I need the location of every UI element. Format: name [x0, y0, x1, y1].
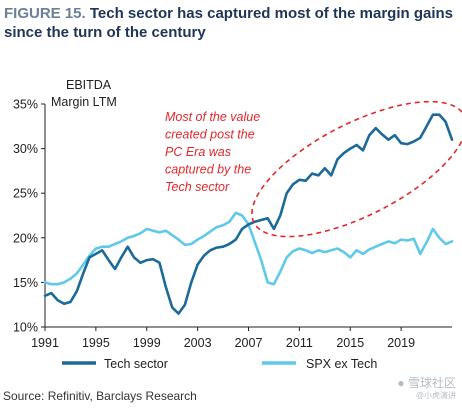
figure-title: FIGURE 15. Tech sector has captured most… [4, 4, 458, 42]
x-tick-label: 2011 [286, 336, 313, 350]
annotation-text-line: captured by the [165, 163, 251, 177]
annotation-text-line: Most of the value [165, 110, 260, 124]
y-tick-label: 10% [13, 321, 38, 335]
source-note: Source: Refinitiv, Barclays Research [3, 389, 197, 403]
legend-label: Tech sector [104, 357, 168, 371]
x-tick-label: 2007 [235, 336, 263, 350]
y-tick-label: 15% [13, 276, 38, 290]
x-tick-label: 2003 [184, 336, 212, 350]
figure-label: FIGURE 15. [4, 5, 86, 22]
figure-title-text: Tech sector has captured most of the mar… [4, 5, 453, 41]
annotation-ellipse [251, 100, 462, 238]
y-axis-label: EBITDA Margin LTM [51, 78, 117, 109]
x-tick-label: 2015 [336, 336, 364, 350]
legend: Tech sector SPX ex Tech [62, 357, 377, 371]
y-axis: 35% 30% 25% 20% 15% 10% [13, 98, 46, 335]
y-tick-label: 25% [13, 187, 38, 201]
legend-label: SPX ex Tech [306, 357, 377, 371]
y-tick-label: 20% [13, 231, 38, 245]
y-axis-label-line2: Margin LTM [51, 95, 117, 109]
x-tick-label: 1999 [133, 336, 161, 350]
watermark-logo: ● 雪球社区 @小虎演讲 [397, 376, 456, 400]
x-tick-label: 1995 [82, 336, 110, 350]
y-tick-label: 30% [13, 142, 38, 156]
x-tick-label: 1991 [31, 336, 59, 350]
series-line-tech-sector [43, 113, 454, 315]
x-axis: 1991 1995 1999 2003 2007 2011 2015 2019 [31, 326, 452, 350]
x-tick-label: 2019 [387, 336, 415, 350]
y-axis-label-line1: EBITDA [66, 78, 112, 92]
annotation-text-line: created post the [165, 128, 255, 142]
y-tick-label: 35% [13, 98, 38, 112]
annotation-text-line: PC Era was [165, 145, 231, 159]
series-layer [43, 113, 454, 315]
annotation-text-line: Tech sector [165, 180, 230, 194]
annotation: Most of the value created post the PC Era … [165, 100, 462, 238]
